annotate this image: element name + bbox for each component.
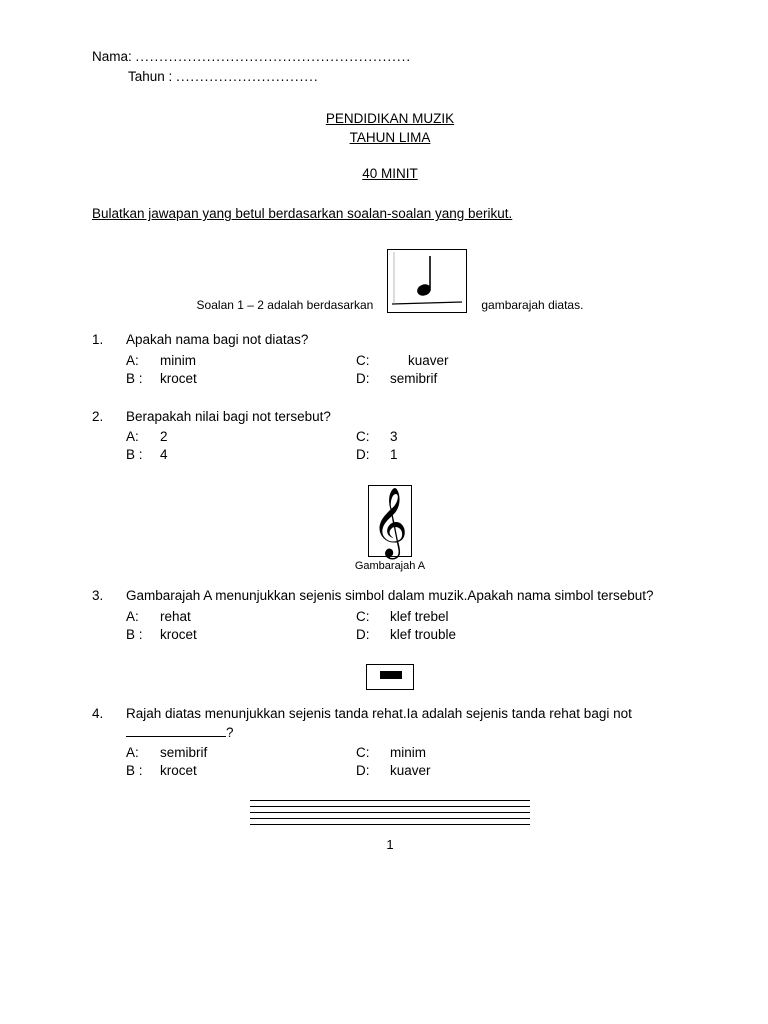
year-dots: .............................. <box>176 69 319 84</box>
q1-D: semibrif <box>390 370 437 388</box>
q4-D: kuaver <box>390 762 431 780</box>
q2-text: Berapakah nilai bagi not tersebut? <box>126 408 688 426</box>
context-after: gambarajah diatas. <box>481 297 583 313</box>
key-A: A: <box>126 744 160 762</box>
title-block: PENDIDIKAN MUZIK TAHUN LIMA <box>92 110 688 146</box>
q4-A: semibrif <box>160 744 207 762</box>
key-A: A: <box>126 428 160 446</box>
q2-D: 1 <box>390 446 398 464</box>
q3-D: klef trouble <box>390 626 456 644</box>
q2-num: 2. <box>92 408 126 465</box>
key-C: C: <box>356 608 390 626</box>
key-B: B : <box>126 626 160 644</box>
q4-text-after: ? <box>226 725 234 740</box>
clef-figure: 𝄞 Gambarajah A <box>92 485 688 574</box>
key-B: B : <box>126 370 160 388</box>
key-C: C: <box>356 744 390 762</box>
q3-B: krocet <box>160 626 197 644</box>
header-block: Nama: ..................................… <box>92 48 688 86</box>
year-line: Tahun : .............................. <box>92 68 688 86</box>
q3-num: 3. <box>92 587 126 644</box>
rest-box <box>366 664 414 690</box>
page-number: 1 <box>92 836 688 854</box>
instructions: Bulatkan jawapan yang betul berdasarkan … <box>92 205 688 223</box>
title-line2: TAHUN LIMA <box>92 129 688 147</box>
key-C: C: <box>356 428 390 446</box>
q2-B: 4 <box>160 446 168 464</box>
key-D: D: <box>356 626 390 644</box>
key-D: D: <box>356 762 390 780</box>
q4-num: 4. <box>92 705 126 780</box>
q1-C: kuaver <box>390 352 449 370</box>
semibreve-rest-icon <box>380 671 402 679</box>
q1-A: minim <box>160 352 196 370</box>
rest-figure <box>92 664 688 695</box>
duration: 40 MINIT <box>92 165 688 183</box>
question-3: 3. Gambarajah A menunjukkan sejenis simb… <box>92 587 688 644</box>
key-D: D: <box>356 446 390 464</box>
q1-text: Apakah nama bagi not diatas? <box>126 331 688 349</box>
key-D: D: <box>356 370 390 388</box>
year-label: Tahun : <box>128 69 172 84</box>
name-dots: ........................................… <box>136 49 412 64</box>
blank-line <box>126 736 226 737</box>
question-2: 2. Berapakah nilai bagi not tersebut? A:… <box>92 408 688 465</box>
name-line: Nama: ..................................… <box>92 48 688 66</box>
context-before: Soalan 1 – 2 adalah berdasarkan <box>197 297 374 313</box>
q2-A: 2 <box>160 428 168 446</box>
question-4: 4. Rajah diatas menunjukkan sejenis tand… <box>92 705 688 780</box>
question-1: 1. Apakah nama bagi not diatas? A:minim … <box>92 331 688 388</box>
q4-text: Rajah diatas menunjukkan sejenis tanda r… <box>126 705 688 741</box>
q4-text-before: Rajah diatas menunjukkan sejenis tanda r… <box>126 706 632 721</box>
key-A: A: <box>126 608 160 626</box>
key-C: C: <box>356 352 390 370</box>
q3-text: Gambarajah A menunjukkan sejenis simbol … <box>126 587 688 605</box>
context-row: Soalan 1 – 2 adalah berdasarkan gambaraj… <box>92 249 688 313</box>
treble-clef-icon: 𝄞 <box>372 489 407 555</box>
clef-box: 𝄞 <box>368 485 412 557</box>
q3-A: rehat <box>160 608 191 626</box>
crotchet-note-icon <box>388 250 466 312</box>
note-figure <box>387 249 467 313</box>
q1-num: 1. <box>92 331 126 388</box>
q1-B: krocet <box>160 370 197 388</box>
q4-C: minim <box>390 744 426 762</box>
q3-C: klef trebel <box>390 608 449 626</box>
key-B: B : <box>126 446 160 464</box>
key-B: B : <box>126 762 160 780</box>
name-label: Nama: <box>92 49 132 64</box>
staff-lines <box>250 800 530 830</box>
q2-C: 3 <box>390 428 398 446</box>
key-A: A: <box>126 352 160 370</box>
q4-B: krocet <box>160 762 197 780</box>
title-line1: PENDIDIKAN MUZIK <box>92 110 688 128</box>
clef-caption: Gambarajah A <box>92 559 688 574</box>
